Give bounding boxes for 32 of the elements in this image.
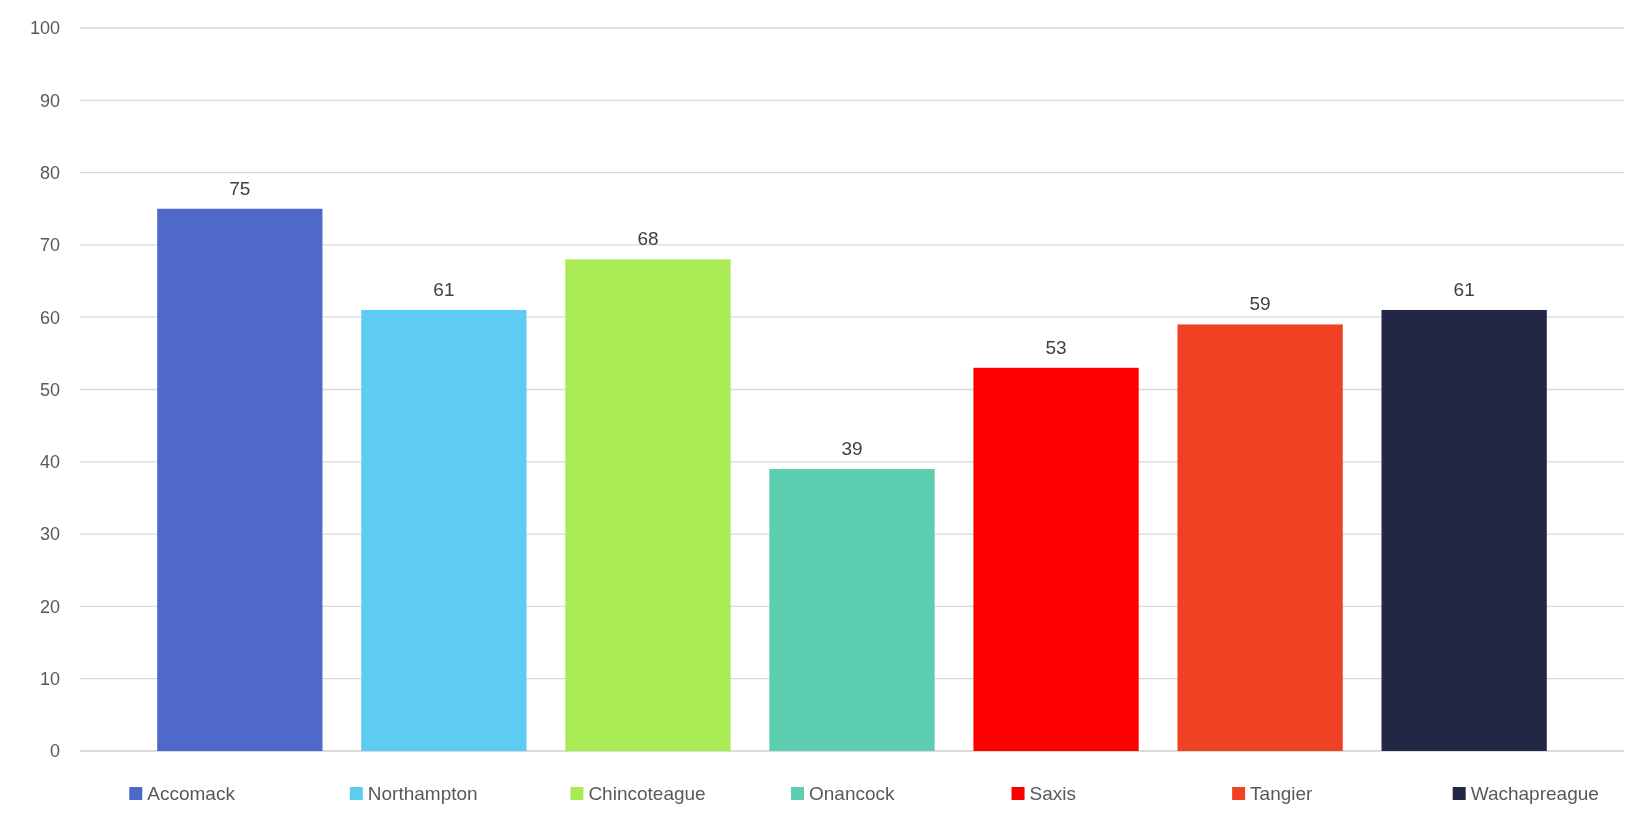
y-tick-label: 100	[29, 18, 60, 39]
data-label: 75	[229, 177, 251, 199]
legend-label: Tangier	[1250, 783, 1314, 805]
bar	[361, 309, 527, 751]
y-tick-label: 80	[39, 162, 60, 183]
y-tick-label: 20	[39, 596, 60, 617]
data-label: 61	[1453, 278, 1475, 300]
bar	[1381, 309, 1547, 751]
bar	[1177, 324, 1343, 751]
bar	[769, 469, 935, 751]
legend-label: Chincoteague	[588, 783, 706, 805]
legend-label: Wachapreague	[1470, 783, 1599, 805]
y-tick-label: 50	[39, 379, 60, 400]
y-tick-label: 60	[39, 307, 60, 328]
data-label: 39	[841, 438, 863, 460]
y-tick-label: 90	[39, 90, 60, 111]
bar	[565, 259, 731, 751]
y-tick-label: 30	[39, 524, 60, 545]
y-tick-label: 0	[49, 741, 60, 762]
data-label: 61	[433, 278, 455, 300]
y-tick-label: 40	[39, 452, 60, 473]
data-label: 59	[1249, 293, 1271, 315]
legend-label: Northampton	[367, 783, 478, 805]
y-tick-label: 70	[39, 235, 60, 256]
bar	[157, 208, 323, 751]
data-label: 68	[637, 228, 659, 250]
bar	[973, 367, 1139, 751]
legend-label: Onancock	[808, 783, 896, 805]
legend-label: Saxis	[1029, 783, 1077, 805]
legend-label: Accomack	[147, 783, 236, 805]
y-tick-label: 10	[39, 669, 60, 689]
data-label: 53	[1045, 336, 1067, 358]
